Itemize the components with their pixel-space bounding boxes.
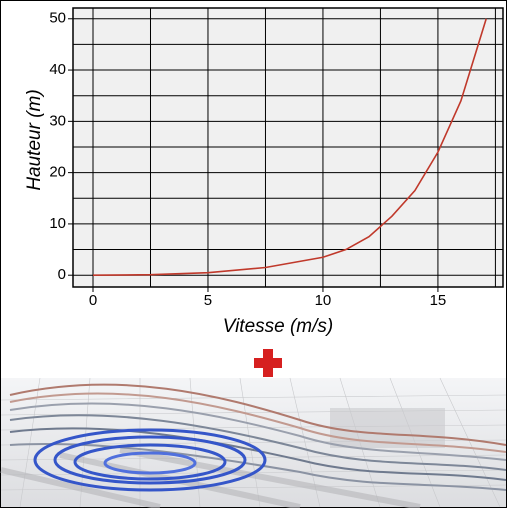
y-tick-label: 0 [58,266,66,283]
y-tick-label: 40 [49,61,66,78]
data-line [93,18,487,276]
x-tick-label: 10 [315,292,332,309]
x-tick-label: 5 [204,292,212,309]
cfd-image [0,377,507,508]
x-axis-title: Vitesse (m/s) [223,316,334,337]
plot-area [73,8,503,287]
x-tick-label: 15 [430,292,447,309]
chart: Vitesse (m/s) Hauteur (m) 0 5 10 15 0 10 20 30 4… [24,7,504,337]
y-tick-label: 50 [49,10,66,27]
plus-icon [254,349,282,377]
x-tick-label: 0 [89,292,97,309]
plot-border [72,7,504,288]
y-tick-label: 30 [49,112,66,129]
y-axis-title: Hauteur (m) [24,89,45,190]
y-tick-label: 20 [49,164,66,181]
y-tick-label: 10 [49,215,66,232]
